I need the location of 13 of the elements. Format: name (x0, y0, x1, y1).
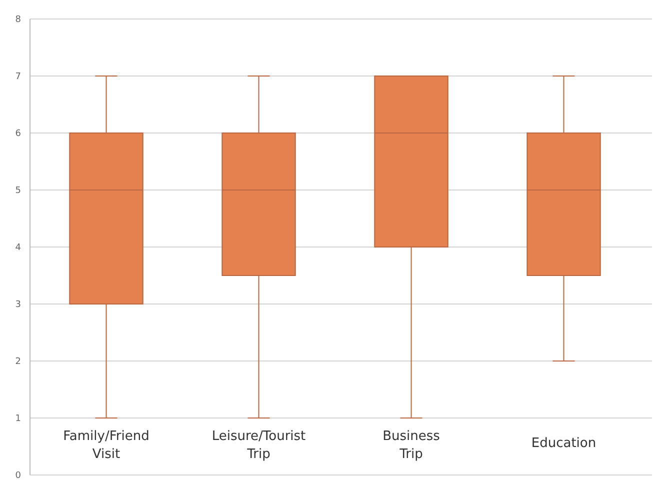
x-tick-label: Business Trip (382, 429, 440, 462)
x-tick-label: Education (531, 436, 596, 451)
x-tick-label: Family/Friend Visit (63, 429, 150, 462)
y-tick-label: 5 (15, 186, 21, 196)
y-tick-label: 2 (15, 357, 21, 368)
y-tick-label: 4 (15, 243, 22, 254)
y-tick-label: 1 (15, 414, 21, 424)
y-tick-label: 7 (15, 72, 21, 82)
y-tick-label: 0 (15, 471, 22, 482)
y-tick-label: 6 (15, 129, 22, 140)
y-tick-label: 8 (15, 15, 22, 26)
y-tick-label: 3 (15, 300, 21, 310)
x-tick-label: Leisure/Tourist Trip (212, 429, 306, 462)
